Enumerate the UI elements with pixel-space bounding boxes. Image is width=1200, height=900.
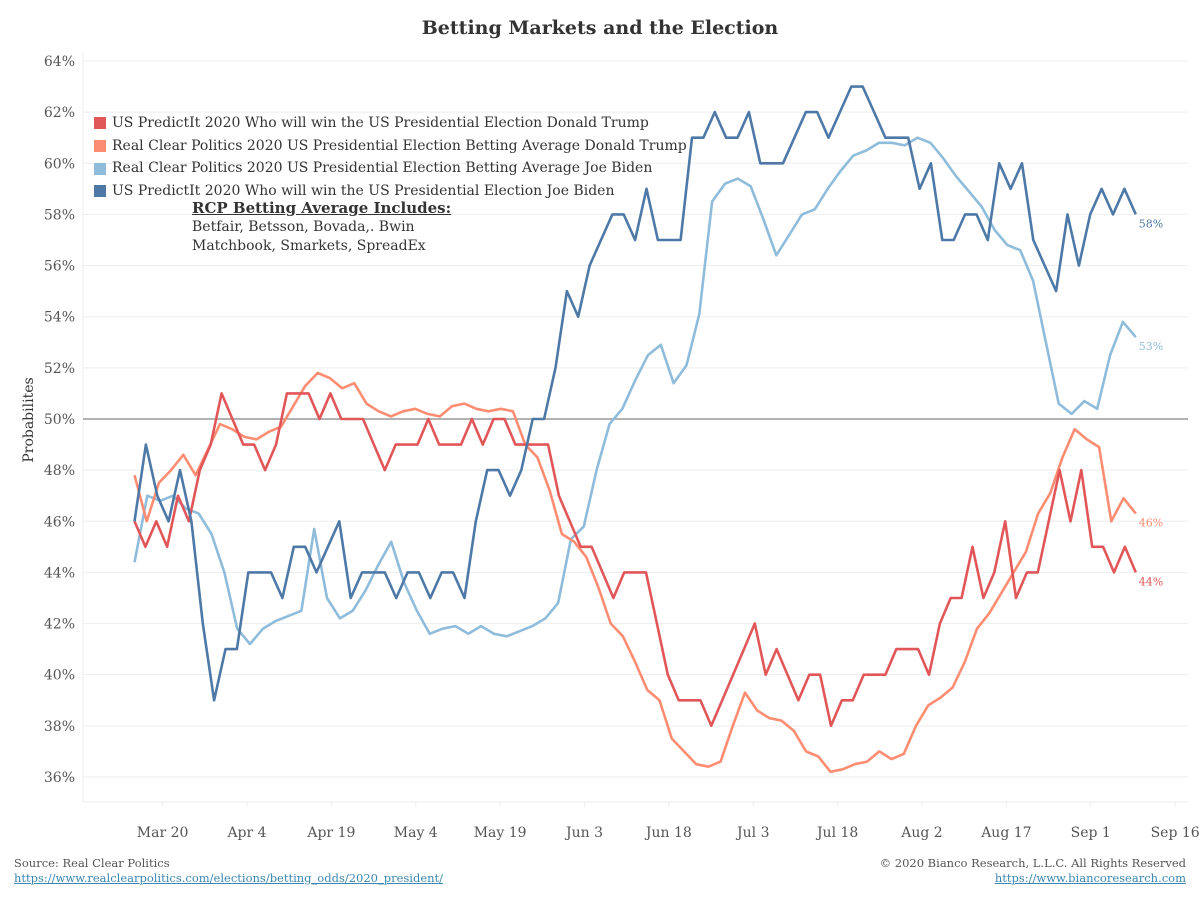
legend-item-biden-rcp[interactable]: Real Clear Politics 2020 US Presidential… xyxy=(94,157,687,180)
y-tick-label: 48% xyxy=(44,463,75,479)
y-tick-label: 60% xyxy=(44,156,75,172)
y-tick-label: 36% xyxy=(44,770,75,786)
y-tick-label: 38% xyxy=(44,719,75,735)
legend-item-trump-rcp[interactable]: Real Clear Politics 2020 US Presidential… xyxy=(94,135,687,158)
footer-source: Source: Real Clear Politics https://www.… xyxy=(14,856,443,886)
legend-swatch xyxy=(94,162,106,175)
x-tick-label: Sep 1 xyxy=(1071,825,1111,841)
y-axis-ticks: 36% 38% 40% 42% 44% 46% 48% 50% 52% 54% 56% 58% 60% 6… xyxy=(44,54,75,786)
x-tick-label: Aug 2 xyxy=(900,825,942,841)
end-label-3: 58% xyxy=(1139,217,1163,230)
x-tick-label: Jun 3 xyxy=(564,825,603,841)
source-link[interactable]: https://www.realclearpolitics.com/electi… xyxy=(14,871,444,885)
x-tick-label: Apr 4 xyxy=(226,825,266,841)
y-tick-label: 64% xyxy=(44,54,75,70)
x-tick-label: May 19 xyxy=(474,825,527,841)
y-tick-label: 42% xyxy=(44,617,75,633)
legend: US PredictIt 2020 Who will win the US Pr… xyxy=(94,112,687,203)
legend-swatch xyxy=(94,117,106,130)
series-line-2 xyxy=(133,136,1137,646)
series-lines xyxy=(133,85,1137,774)
legend-label: Real Clear Politics 2020 US Presidential… xyxy=(112,160,653,177)
rcp-note: RCP Betting Average Includes: Betfair, B… xyxy=(192,199,451,256)
source-text: Source: Real Clear Politics xyxy=(14,856,170,870)
x-tick-label: Aug 17 xyxy=(980,825,1031,841)
y-tick-label: 44% xyxy=(44,565,75,581)
end-label-2: 53% xyxy=(1139,340,1163,353)
site-link[interactable]: https://www.biancoresearch.com xyxy=(994,871,1186,885)
legend-label: Real Clear Politics 2020 US Presidential… xyxy=(112,137,687,154)
y-tick-label: 56% xyxy=(44,259,75,275)
x-tick-label: Jul 18 xyxy=(815,825,858,841)
y-tick-label: 40% xyxy=(44,668,75,684)
series-line-3 xyxy=(133,85,1137,702)
x-tick-label: Mar 20 xyxy=(137,825,189,841)
end-label-1: 46% xyxy=(1139,517,1163,530)
y-tick-label: 54% xyxy=(44,310,75,326)
note-line-1: Betfair, Betsson, Bovada,. Bwin xyxy=(192,219,415,235)
y-tick-label: 52% xyxy=(44,361,75,377)
x-tick-label: May 4 xyxy=(394,825,438,841)
legend-swatch xyxy=(94,140,106,153)
chart-title: Betting Markets and the Election xyxy=(421,17,779,39)
legend-label: US PredictIt 2020 Who will win the US Pr… xyxy=(112,183,615,200)
x-tick-label: Sep 16 xyxy=(1151,825,1200,841)
y-tick-label: 62% xyxy=(44,105,75,121)
x-tick-label: Jun 18 xyxy=(644,825,692,841)
end-label-0: 44% xyxy=(1139,575,1163,588)
footer-copyright: © 2020 Bianco Research, L.L.C. All Right… xyxy=(880,856,1186,886)
note-heading: RCP Betting Average Includes: xyxy=(192,199,452,217)
x-tick-label: Jul 3 xyxy=(735,825,769,841)
legend-item-biden-predictit[interactable]: US PredictIt 2020 Who will win the US Pr… xyxy=(94,180,687,203)
y-tick-label: 58% xyxy=(44,207,75,223)
y-tick-label: 50% xyxy=(44,412,75,428)
gridlines xyxy=(82,52,1188,803)
x-tick-label: Apr 19 xyxy=(306,825,355,841)
legend-swatch xyxy=(94,185,106,198)
series-line-0 xyxy=(133,392,1137,728)
legend-item-trump-predictit[interactable]: US PredictIt 2020 Who will win the US Pr… xyxy=(94,112,687,135)
legend-label: US PredictIt 2020 Who will win the US Pr… xyxy=(112,115,649,131)
x-axis-ticks: Mar 20 Apr 4 Apr 19 May 4 May 19 Jun 3 Jun 18 J… xyxy=(137,802,1200,841)
y-axis-label: Probabilites xyxy=(21,377,37,462)
end-labels: 53% 46% 44% 58% xyxy=(1139,217,1163,588)
note-line-2: Matchbook, Smarkets, SpreadEx xyxy=(192,238,426,254)
copyright-text: © 2020 Bianco Research, L.L.C. All Right… xyxy=(879,856,1186,870)
y-tick-label: 46% xyxy=(44,514,75,530)
